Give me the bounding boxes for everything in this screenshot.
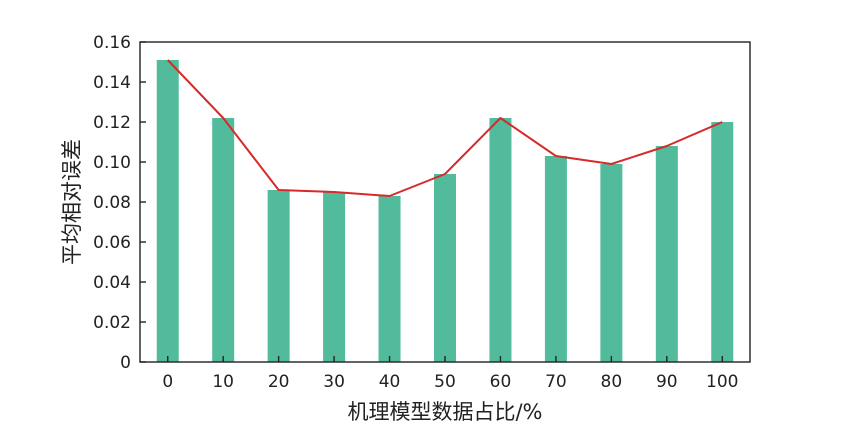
y-tick-label: 0.16 xyxy=(93,33,131,53)
x-tick-label: 20 xyxy=(268,372,290,392)
x-tick-label: 50 xyxy=(434,372,456,392)
bars-group xyxy=(156,60,734,362)
x-tick-label: 100 xyxy=(706,372,738,392)
bar-30 xyxy=(323,192,346,362)
x-tick-label: 40 xyxy=(379,372,401,392)
bar-0 xyxy=(156,60,179,362)
y-tick-label: 0.06 xyxy=(93,233,131,253)
x-axis-title: 机理模型数据占比/% xyxy=(347,400,542,424)
x-tick-label: 30 xyxy=(323,372,345,392)
bar-60 xyxy=(489,118,512,362)
x-tick-label: 10 xyxy=(212,372,234,392)
trend-line-group xyxy=(167,59,723,197)
trend-line xyxy=(167,59,723,197)
y-tick-label: 0.10 xyxy=(93,153,131,173)
bar-70 xyxy=(544,156,567,362)
y-tick-label: 0.14 xyxy=(93,73,131,93)
y-axis-title: 平均相对误差 xyxy=(60,139,84,265)
bar-100 xyxy=(711,122,734,362)
bar-20 xyxy=(267,190,290,362)
y-tick-label: 0.12 xyxy=(93,113,131,133)
x-tick-label: 70 xyxy=(545,372,567,392)
x-tick-label: 90 xyxy=(656,372,678,392)
x-axis: 0 10 20 30 40 50 60 70 80 90 100 xyxy=(162,356,738,392)
x-tick-label: 80 xyxy=(601,372,623,392)
x-tick-label: 0 xyxy=(162,372,173,392)
y-axis: 0 0.02 0.04 0.06 0.08 0.10 0.12 0.14 0.16 xyxy=(93,33,146,373)
y-tick-label: 0 xyxy=(120,353,131,373)
bar-90 xyxy=(655,146,678,362)
y-tick-label: 0.04 xyxy=(93,273,131,293)
bar-50 xyxy=(434,174,456,362)
bar-80 xyxy=(600,164,623,362)
bar-40 xyxy=(378,196,401,362)
y-tick-label: 0.08 xyxy=(93,193,131,213)
x-tick-label: 60 xyxy=(490,372,512,392)
y-tick-label: 0.02 xyxy=(93,313,131,333)
bar-10 xyxy=(212,118,235,362)
